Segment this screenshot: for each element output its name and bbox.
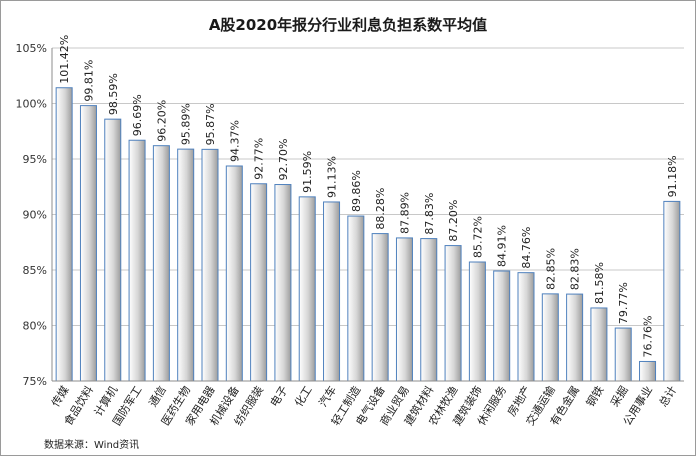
bar — [566, 293, 584, 382]
value-label: 94.37% — [228, 120, 241, 162]
value-label: 79.77% — [617, 282, 630, 324]
bar — [347, 215, 365, 382]
bar — [152, 145, 170, 382]
bar — [298, 196, 316, 382]
value-label: 96.69% — [131, 94, 144, 136]
category-label: 采掘 — [607, 383, 631, 409]
bar — [444, 245, 462, 382]
category-label: 通信 — [146, 384, 169, 410]
value-label: 99.81% — [82, 60, 95, 102]
value-label: 95.89% — [180, 103, 193, 145]
y-tick-label: 90% — [23, 209, 47, 222]
bars — [55, 87, 681, 382]
value-label: 92.70% — [277, 139, 290, 181]
value-label: 87.89% — [398, 192, 411, 234]
y-tick-label: 95% — [23, 153, 47, 166]
bar — [128, 139, 146, 382]
value-label: 84.76% — [520, 227, 533, 269]
bar — [201, 148, 219, 382]
bar — [395, 237, 413, 382]
value-label: 91.13% — [326, 156, 339, 198]
value-label: 76.76% — [642, 316, 655, 358]
value-label: 91.18% — [666, 155, 679, 197]
value-label: 85.72% — [471, 216, 484, 258]
bar — [274, 184, 292, 382]
y-tick-label: 105% — [16, 42, 47, 55]
value-label: 101.42% — [58, 35, 71, 84]
value-label: 82.85% — [544, 248, 557, 290]
category-label: 总计 — [656, 383, 680, 409]
bar — [323, 201, 341, 382]
bar — [541, 293, 559, 382]
bar — [590, 307, 608, 382]
grid-lines — [52, 47, 684, 326]
bar — [517, 272, 535, 382]
category-label: 汽车 — [316, 383, 340, 409]
bar — [663, 200, 681, 382]
y-axis-ticks: 75% 80% 85% 90% 95% 100% 105% — [16, 42, 47, 388]
value-label: 96.20% — [155, 100, 168, 142]
bar — [225, 165, 243, 382]
category-label: 钢铁 — [584, 384, 607, 410]
category-label: 电子 — [268, 384, 291, 410]
value-label: 89.86% — [350, 170, 363, 212]
value-label: 91.59% — [301, 151, 314, 193]
value-labels: 101.42% 99.81% 98.59% 96.69% 96.20% 95.89% 95.… — [58, 35, 679, 358]
bar — [177, 148, 195, 382]
chart-title: A股2020年报分行业利息负担系数平均值 — [209, 16, 487, 34]
y-tick-label: 80% — [23, 320, 47, 333]
category-label: 传媒 — [49, 384, 72, 410]
bar — [639, 360, 657, 382]
value-label: 87.83% — [423, 193, 436, 235]
bar — [493, 270, 511, 382]
value-label: 98.59% — [107, 73, 120, 115]
value-label: 82.83% — [569, 248, 582, 290]
value-label: 88.28% — [374, 188, 387, 230]
bar — [104, 118, 122, 382]
y-tick-label: 75% — [23, 375, 47, 388]
y-tick-label: 85% — [23, 264, 47, 277]
value-label: 92.77% — [253, 138, 266, 180]
value-label: 95.87% — [204, 103, 217, 145]
value-label: 87.20% — [447, 200, 460, 242]
bar — [79, 105, 97, 382]
value-label: 81.58% — [593, 262, 606, 304]
bar — [468, 261, 486, 382]
source-note: 数据来源：Wind资讯 — [44, 438, 139, 451]
bar — [250, 183, 268, 382]
bar — [614, 327, 632, 382]
category-label: 化工 — [291, 383, 315, 409]
bar — [371, 233, 389, 382]
bar — [420, 238, 438, 382]
value-label: 84.91% — [496, 225, 509, 267]
y-tick-label: 100% — [16, 98, 47, 111]
bar — [55, 87, 73, 382]
